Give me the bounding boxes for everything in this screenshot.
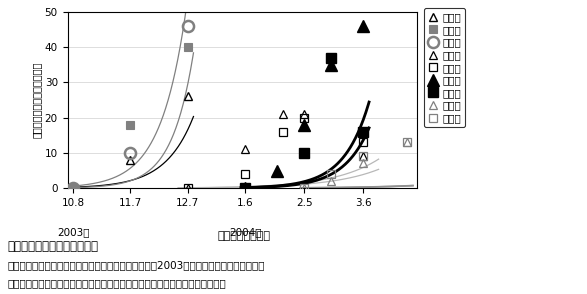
Text: 2004年: 2004年	[229, 227, 261, 237]
Text: 暦　日（月．日）: 暦 日（月．日）	[217, 231, 270, 241]
Y-axis label: 一株当たり生体重（ｇ／株）: 一株当たり生体重（ｇ／株）	[32, 62, 42, 138]
Text: 2003年: 2003年	[57, 227, 89, 237]
Legend: 秋田１, 秋田２, 秋田３, 岩手１, 岩手２, 福島１, 福島２, 札幌１, 札幌２: 秋田１, 秋田２, 秋田３, 岩手１, 岩手２, 福島１, 福島２, 札幌１, …	[424, 8, 465, 127]
Text: 図１．生育モデルの推定精度: 図１．生育モデルの推定精度	[7, 240, 98, 253]
Text: 点が実際の生体重、線がモデルで推定した生育経過（2003年度）。生育調査初回の生体: 点が実際の生体重、線がモデルで推定した生育経過（2003年度）。生育調査初回の生…	[7, 260, 265, 270]
Text: 重を初期値として入力し、以降、地温の実測値から生育をシミュレートした。: 重を初期値として入力し、以降、地温の実測値から生育をシミュレートした。	[7, 278, 226, 288]
